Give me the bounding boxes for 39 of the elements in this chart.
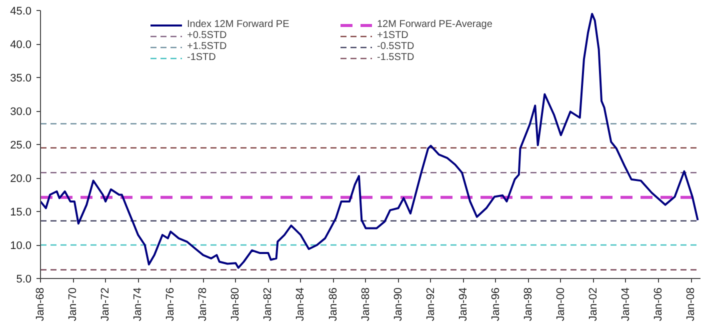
legend-label: -1.5STD [377,52,414,63]
x-tick-label: Jan-86 [327,287,340,322]
x-tick-label: Jan-94 [457,287,470,322]
x-tick-label: Jan-88 [360,287,372,322]
x-tick-label: Jan-04 [620,287,632,322]
x-tick-label: Jan-90 [392,287,404,322]
y-tick-label: 40.0 [10,39,32,51]
legend-label: +0.5STD [187,30,227,41]
legend-label: +1STD [377,30,408,41]
x-tick-label: Jan-96 [490,287,502,322]
x-tick-label: Jan-82 [262,287,274,322]
x-tick-label: Jan-76 [164,287,177,322]
x-tick-label: Jan-80 [230,287,242,322]
x-tick-label: Jan-08 [685,287,698,322]
x-tick-label: Jan-68 [34,287,46,322]
x-tick-label: Jan-06 [652,287,665,322]
y-tick-label: 45.0 [10,6,32,18]
x-tick-label: Jan-72 [100,287,112,322]
y-tick-label: 15.0 [10,206,32,218]
x-tick-label: Jan-78 [197,287,210,322]
x-tick-label: Jan-70 [67,287,80,322]
line-series [40,12,699,269]
y-tick-label: 25.0 [10,140,32,152]
y-tick-label: 5.0 [16,274,32,286]
y-tick-label: 35.0 [10,72,32,84]
x-tick-label: Jan-98 [522,287,534,322]
y-tick-label: 30.0 [10,106,32,118]
y-tick-label: 20.0 [10,173,32,185]
x-tick-label: Jan-84 [294,287,307,322]
x-tick-label: Jan-00 [554,287,567,322]
legend-label: Index 12M Forward PE [187,19,290,30]
legend-label: 12M Forward PE-Average [377,19,492,30]
x-tick-label: Jan-92 [424,287,437,322]
legend-label: -1STD [187,52,216,63]
y-tick-label: 10.0 [10,240,32,252]
x-tick-label: Jan-02 [587,287,600,322]
legend-label: -0.5STD [377,41,414,52]
legend-label: +1.5STD [187,41,227,52]
x-tick-label: Jan-74 [132,287,144,322]
